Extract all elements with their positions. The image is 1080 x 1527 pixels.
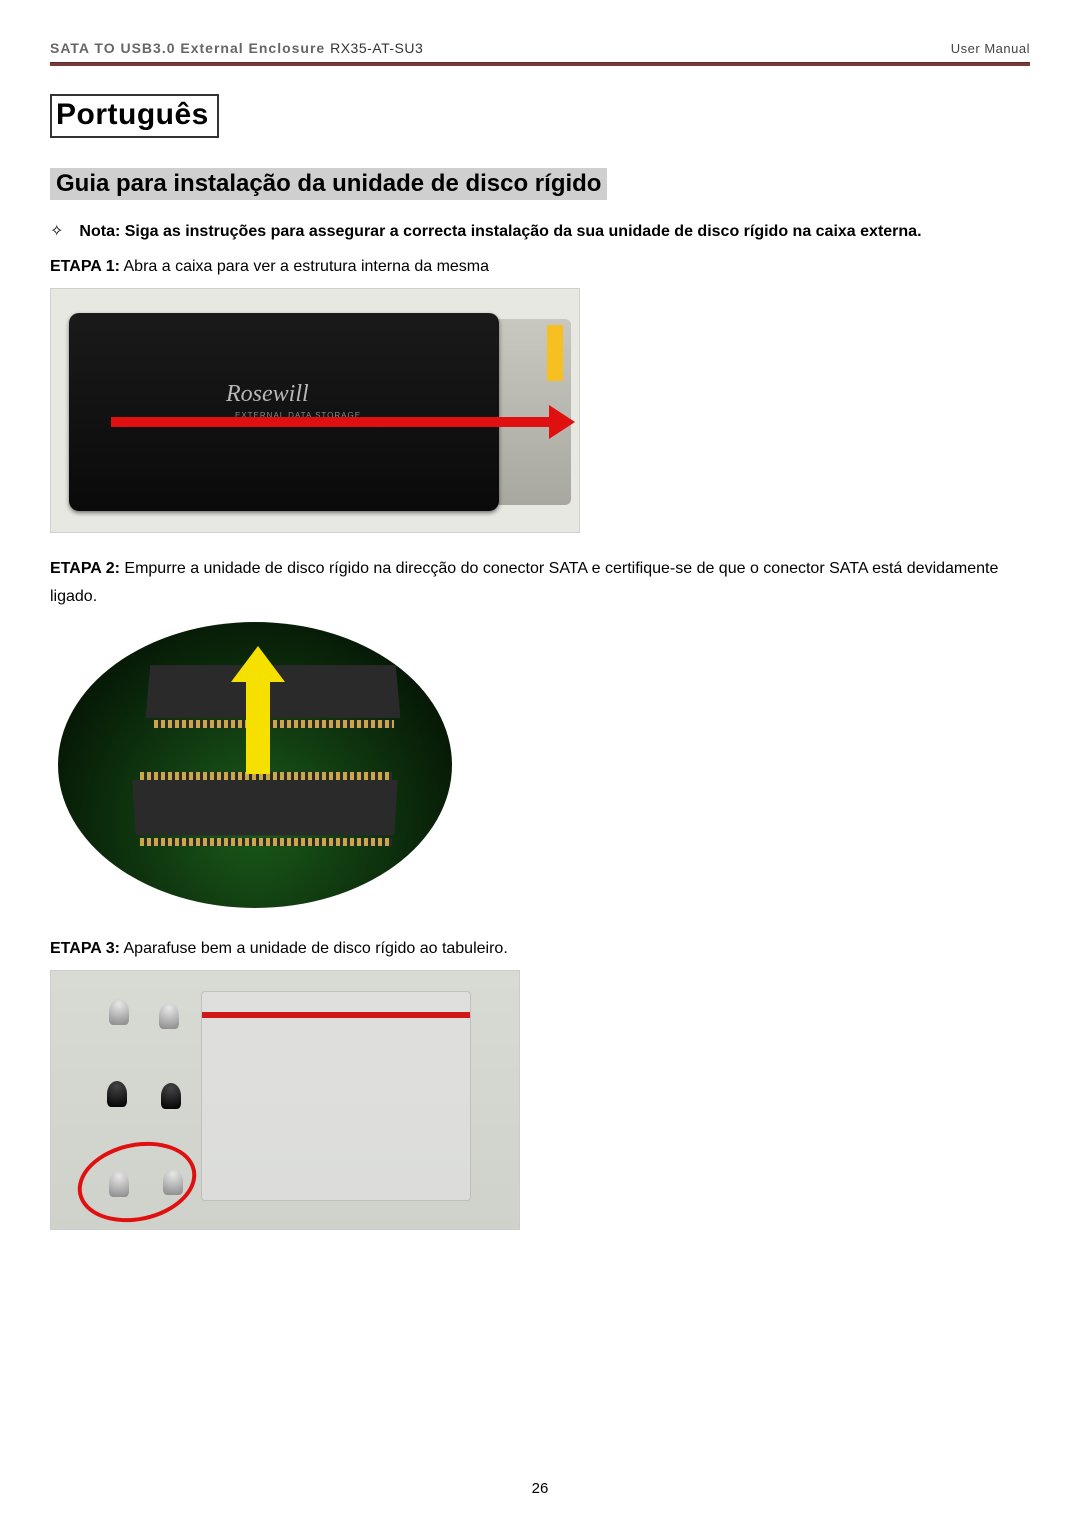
figure-3-screws (50, 970, 520, 1230)
note-text: Nota: Siga as instruções para assegurar … (79, 223, 921, 240)
fig1-attention-sticker (547, 325, 563, 381)
header-divider (50, 62, 1030, 66)
fig3-highlight-ring-icon (70, 1131, 204, 1232)
fig1-arrow-head-icon (549, 405, 575, 439)
fig2-pins-bot (140, 838, 392, 846)
step-3-text: Aparafuse bem a unidade de disco rígido … (124, 940, 508, 957)
fig3-screw (107, 1081, 127, 1107)
model-number: RX35-AT-SU3 (330, 40, 423, 56)
header-left: SATA TO USB3.0 External Enclosure RX35-A… (50, 40, 423, 56)
step-3-label: ETAPA 3: (50, 940, 120, 957)
fig2-arrow-head-icon (231, 646, 285, 682)
language-title: Português (50, 94, 219, 138)
section-title: Guia para instalação da unidade de disco… (50, 168, 607, 200)
step-2-text: Empurre a unidade de disco rígido na dir… (50, 560, 998, 604)
step-1-label: ETAPA 1: (50, 258, 120, 275)
note-bullet-icon: ✧ (50, 223, 63, 240)
page-number: 26 (0, 1480, 1080, 1497)
figure-2-sata-connector (50, 618, 460, 913)
note-line: ✧ Nota: Siga as instruções para assegurar… (50, 218, 1030, 245)
fig3-plastic-bag (201, 991, 471, 1201)
page-header: SATA TO USB3.0 External Enclosure RX35-A… (50, 40, 1030, 56)
fig1-brand-logo: Rosewill (226, 381, 309, 408)
step-3: ETAPA 3: Aparafuse bem a unidade de disc… (50, 935, 1030, 962)
step-2-label: ETAPA 2: (50, 560, 120, 577)
doc-type: User Manual (951, 41, 1030, 56)
fig3-screw (109, 999, 129, 1025)
step-1: ETAPA 1: Abra a caixa para ver a estrutu… (50, 253, 1030, 280)
fig2-pins-top (154, 720, 394, 728)
figure-1-enclosure: Rosewill EXTERNAL DATA STORAGE (50, 288, 580, 533)
fig3-screw (161, 1083, 181, 1109)
fig2-arrow-shaft (246, 678, 270, 774)
fig3-screw (159, 1003, 179, 1029)
fig1-arrow-shaft (111, 417, 551, 427)
product-line: SATA TO USB3.0 External Enclosure (50, 40, 325, 56)
step-2: ETAPA 2: Empurre a unidade de disco rígi… (50, 555, 1030, 609)
step-1-text: Abra a caixa para ver a estrutura intern… (124, 258, 490, 275)
fig2-connector-bottom (132, 780, 397, 835)
